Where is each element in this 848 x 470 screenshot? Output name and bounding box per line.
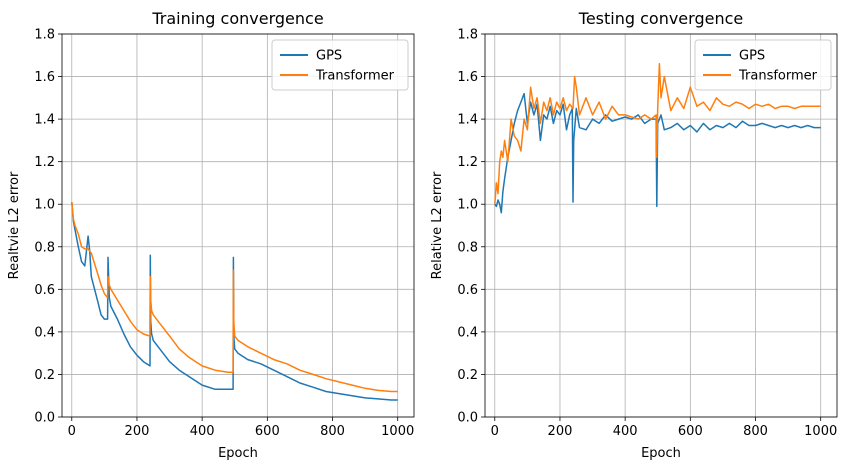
y-tick-label: 1.0 — [34, 198, 55, 213]
x-tick-label: 1000 — [804, 424, 837, 439]
x-tick-label: 400 — [190, 424, 215, 439]
y-tick-label: 0.0 — [457, 411, 478, 426]
y-tick-label: 1.6 — [34, 70, 55, 85]
x-tick-label: 0 — [68, 424, 76, 439]
y-tick-label: 1.8 — [457, 28, 478, 43]
chart-panel-1: 0 200 400 600 800 1000 0.0 0.2 0.4 0.6 0.8 1.0 1.2 1.… — [430, 9, 838, 461]
y-axis-label: Realtvie L2 error — [7, 171, 22, 279]
legend-label-gps: GPS — [316, 49, 342, 64]
legend-label-transformer: Transformer — [738, 69, 818, 84]
y-tick-label: 1.8 — [34, 28, 55, 43]
x-axis-label: Epoch — [218, 446, 258, 461]
legend-label-gps: GPS — [739, 49, 765, 64]
legend: GPS Transformer — [694, 39, 832, 91]
y-tick-label: 1.4 — [457, 113, 478, 128]
legend-box — [271, 39, 409, 91]
series-line-gps — [71, 202, 398, 401]
y-tick-label: 1.4 — [34, 113, 55, 128]
x-tick-label: 800 — [320, 424, 345, 439]
series-line-transformer — [71, 202, 398, 393]
x-tick-label: 800 — [743, 424, 768, 439]
y-tick-label: 1.6 — [457, 70, 478, 85]
y-tick-label: 0.2 — [457, 368, 478, 383]
x-tick-label: 0 — [491, 424, 499, 439]
y-tick-label: 1.2 — [34, 155, 55, 170]
legend-label-transformer: Transformer — [315, 69, 395, 84]
y-tick-label: 0.6 — [34, 283, 55, 298]
y-axis-label: Relative L2 error — [430, 171, 445, 279]
x-tick-label: 200 — [548, 424, 573, 439]
y-tick-label: 0.8 — [34, 240, 55, 255]
y-tick-label: 1.0 — [457, 198, 478, 213]
y-tick-label: 0.8 — [457, 240, 478, 255]
series-line-transformer — [494, 63, 821, 205]
y-tick-label: 0.0 — [34, 411, 55, 426]
x-tick-label: 600 — [678, 424, 703, 439]
plot-frame — [61, 33, 415, 418]
series-line-gps — [494, 92, 821, 214]
chart-title: Testing convergence — [578, 9, 743, 28]
chart-title: Training convergence — [151, 9, 323, 28]
y-tick-label: 0.6 — [457, 283, 478, 298]
y-tick-label: 1.2 — [457, 155, 478, 170]
legend: GPS Transformer — [271, 39, 409, 91]
plot-frame — [484, 33, 838, 418]
x-tick-label: 200 — [125, 424, 150, 439]
y-tick-label: 0.4 — [457, 325, 478, 340]
chart-panel-0: 0 200 400 600 800 1000 0.0 0.2 0.4 0.6 0.8 1.0 1.2 1.… — [7, 9, 415, 461]
x-tick-label: 400 — [613, 424, 638, 439]
legend-box — [694, 39, 832, 91]
y-tick-label: 0.2 — [34, 368, 55, 383]
plots-container: 0 200 400 600 800 1000 0.0 0.2 0.4 0.6 0.8 1.0 1.2 1.… — [7, 9, 838, 461]
y-tick-label: 0.4 — [34, 325, 55, 340]
x-tick-label: 1000 — [381, 424, 414, 439]
x-axis-label: Epoch — [641, 446, 681, 461]
x-tick-label: 600 — [255, 424, 280, 439]
